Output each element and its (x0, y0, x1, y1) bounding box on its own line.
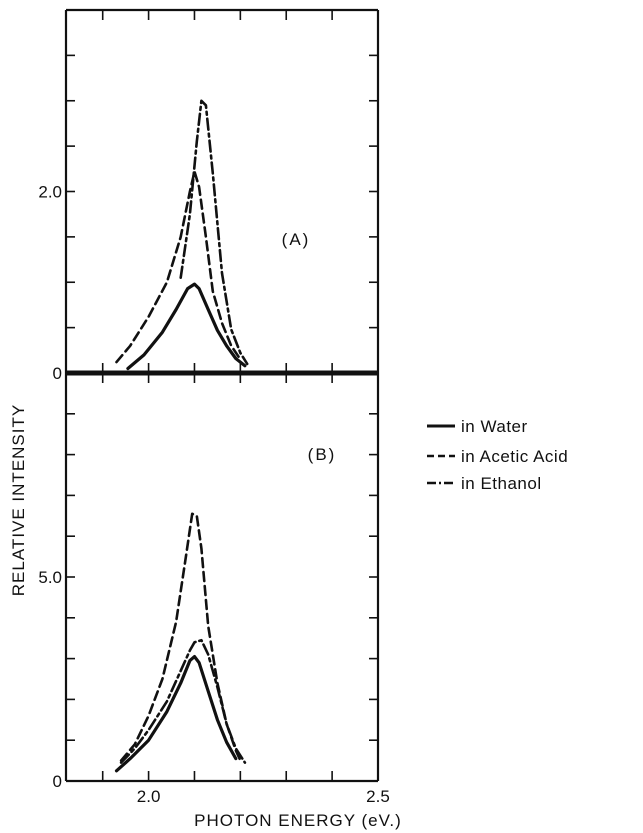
legend: in Water in Acetic Acid in Ethanol (427, 417, 568, 493)
legend-label-ethanol: in Ethanol (461, 474, 542, 493)
tick-labels: 0 2.0 0 5.0 2.0 2.5 (38, 183, 389, 807)
plot-frame (64, 8, 380, 783)
xtick-label-0: 2.0 (137, 787, 161, 806)
legend-label-water: in Water (461, 417, 528, 436)
panel-b-series-solid (114, 654, 238, 773)
y-axis-title: RELATIVE INTENSITY (9, 404, 28, 596)
panel-a-ytick-label-0: 0 (53, 364, 62, 383)
panel-a-ytick-label-1: 2.0 (38, 183, 62, 202)
panel-a-series-solid (126, 282, 247, 371)
curves (114, 99, 249, 773)
panel-label-a: (A) (282, 230, 311, 249)
legend-label-acetic-acid: in Acetic Acid (461, 447, 568, 466)
axis-ticks (66, 10, 379, 781)
x-axis-title: PHOTON ENERGY (eV.) (194, 811, 402, 830)
panel-label-b: (B) (308, 445, 337, 464)
panel-a-series-dashdot (179, 99, 249, 366)
panel-b-series-dashdot (119, 638, 247, 764)
xtick-label-1: 2.5 (366, 787, 390, 806)
panel-b-series-dashed (119, 512, 242, 762)
panel-b-ytick-label-0: 0 (53, 772, 62, 791)
panel-b-ytick-label-1: 5.0 (38, 568, 62, 587)
